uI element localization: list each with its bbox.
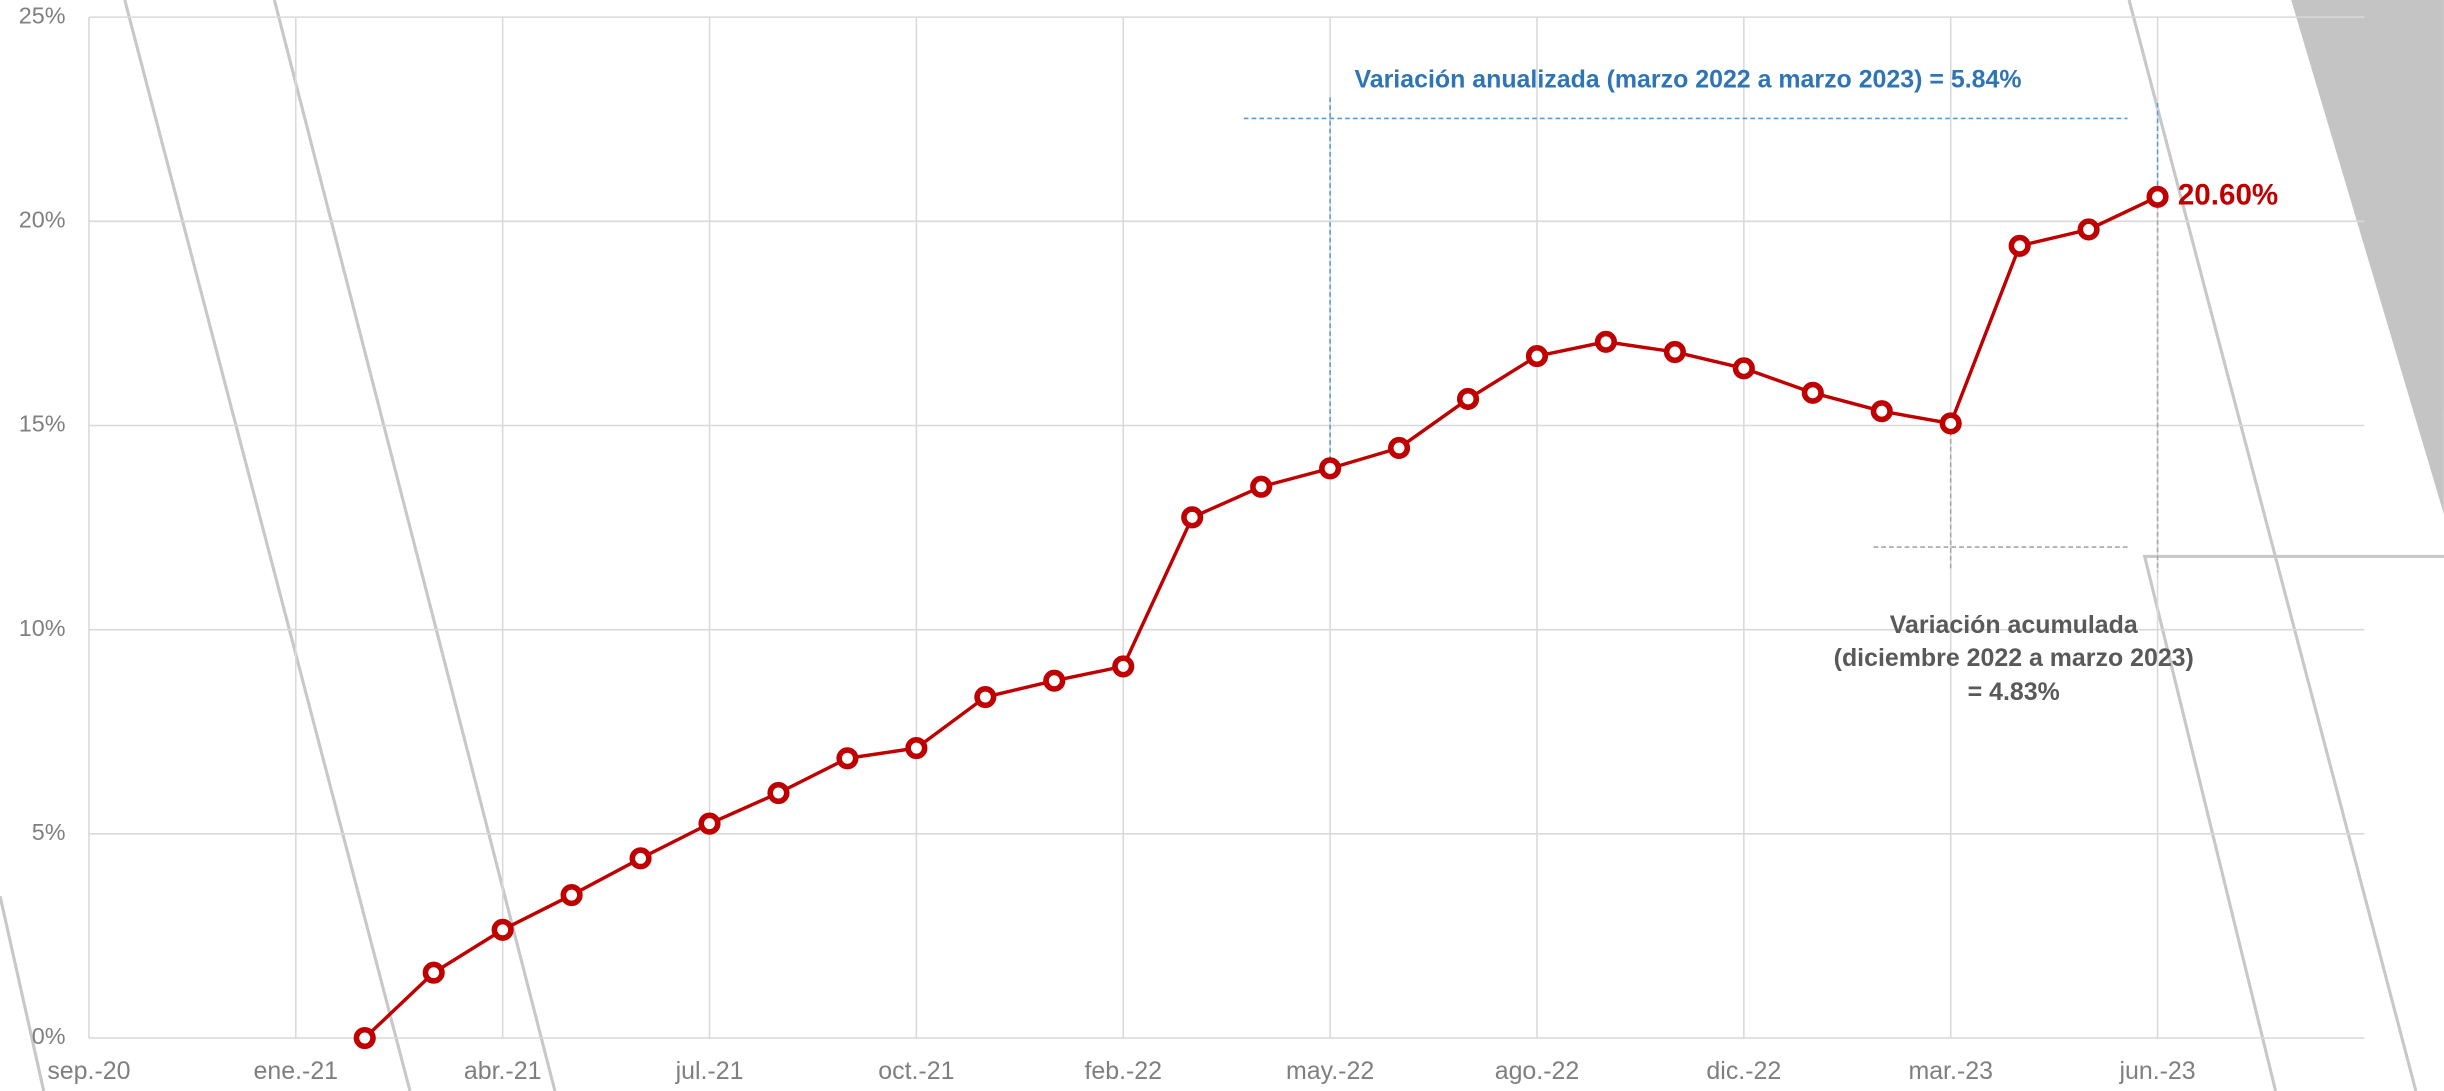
grid: 0% 5% 10% 15% 20% 25% sep.-20 ene.-21 abr.-21 jul… xyxy=(19,2,2365,1085)
annotation: Variación acumulada xyxy=(1890,611,2139,639)
deco-triangle xyxy=(2291,0,2444,515)
x-tick-label: feb.-22 xyxy=(1084,1057,1162,1085)
y-tick-label: 20% xyxy=(19,206,66,232)
data-point xyxy=(1112,655,1135,678)
x-tick-label: oct.-21 xyxy=(878,1057,954,1085)
y-tick-label: 15% xyxy=(19,411,66,437)
data-label: 20.60% xyxy=(2178,179,2278,212)
data-point xyxy=(836,747,859,770)
x-tick-label: abr.-21 xyxy=(464,1057,542,1085)
data-point xyxy=(1594,330,1617,353)
x-tick-label: dic.-22 xyxy=(1706,1057,1781,1085)
x-tick-label: mar.-23 xyxy=(1908,1057,1993,1085)
data-point xyxy=(2077,218,2100,241)
data-point xyxy=(353,1026,376,1050)
data-point xyxy=(974,685,997,709)
x-tick-label: jul.-21 xyxy=(675,1057,744,1085)
data-point xyxy=(767,781,790,805)
deco-line xyxy=(2142,554,2444,1091)
data-point xyxy=(1456,387,1480,411)
y-tick-label: 0% xyxy=(32,1023,66,1049)
data-point xyxy=(1043,669,1066,692)
data-point xyxy=(1663,340,1686,364)
annotation: (diciembre 2022 a marzo 2023) xyxy=(1834,644,2194,672)
deco-line xyxy=(0,895,46,1091)
deco-line xyxy=(2127,0,2418,1091)
data-point xyxy=(422,961,445,984)
data-point xyxy=(491,918,514,941)
data-point xyxy=(560,884,583,907)
data-point xyxy=(698,812,721,835)
data-point xyxy=(1732,357,1755,380)
data-line xyxy=(363,195,2159,1040)
annotations: Variación anualizada (marzo 2022 a marzo… xyxy=(1243,66,2194,706)
annotation: Variación anualizada (marzo 2022 a marzo… xyxy=(1355,66,2022,94)
x-tick-label: ene.-21 xyxy=(254,1057,339,1085)
data-point xyxy=(1870,400,1893,423)
y-tick-label: 10% xyxy=(19,615,66,641)
data-point xyxy=(905,737,928,760)
data-point xyxy=(1939,412,1962,435)
x-tick-label: sep.-20 xyxy=(47,1057,130,1085)
data-point xyxy=(629,847,652,870)
y-tick-label: 5% xyxy=(32,819,66,845)
deco-line xyxy=(123,0,412,1091)
deco-line xyxy=(272,0,557,1091)
data-point xyxy=(1319,457,1342,480)
data-point xyxy=(1387,436,1411,460)
y-tick-label: 25% xyxy=(19,2,66,28)
data-point xyxy=(2146,185,2169,208)
annotation: = 4.83% xyxy=(1968,678,2060,706)
plot: 20.60% xyxy=(353,179,2278,1050)
data-point xyxy=(1525,345,1549,368)
x-tick-label: jun.-23 xyxy=(2118,1057,2195,1085)
data-point xyxy=(1250,475,1273,498)
data-point xyxy=(1801,381,1824,404)
data-point xyxy=(1181,506,1204,529)
x-tick-label: may.-22 xyxy=(1286,1057,1374,1085)
data-point xyxy=(2008,234,2031,257)
x-tick-label: ago.-22 xyxy=(1495,1057,1580,1085)
